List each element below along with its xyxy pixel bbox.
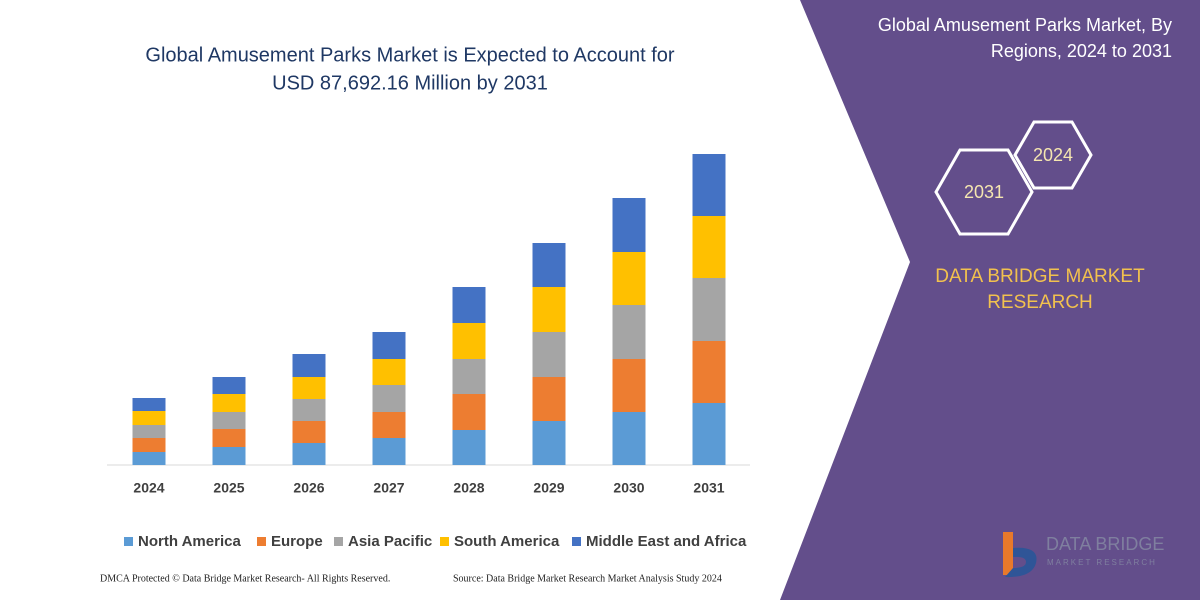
bar-segment (212, 447, 246, 465)
bar-segment (372, 385, 406, 412)
bar-segment (532, 243, 566, 287)
side-panel (780, 0, 1200, 600)
hexagon-label: 2024 (1033, 145, 1073, 165)
bar-segment (612, 252, 646, 305)
bar-segment (292, 421, 326, 443)
bar-segment (132, 438, 166, 452)
bar-segment (372, 332, 406, 359)
bar-segment (452, 430, 486, 465)
bar-segment (212, 377, 246, 394)
bar-segment (532, 287, 566, 332)
logo: DATA BRIDGE MARKET RESEARCH (1003, 532, 1164, 578)
bar-segment (292, 443, 326, 465)
legend-swatch (257, 537, 266, 546)
chart-title: USD 87,692.16 Million by 2031 (272, 72, 548, 94)
logo-icon (1005, 547, 1037, 578)
brand-text: RESEARCH (987, 292, 1093, 313)
bar-segment (692, 341, 726, 403)
logo-tagline: MARKET RESEARCH (1047, 558, 1157, 567)
brand-text: DATA BRIDGE MARKET (935, 266, 1145, 287)
legend-swatch (124, 537, 133, 546)
legend-label: Europe (271, 533, 323, 550)
x-tick-label: 2025 (213, 480, 244, 496)
panel-title: Global Amusement Parks Market, By (878, 15, 1172, 35)
bar-segment (692, 278, 726, 341)
legend-label: South America (454, 533, 560, 550)
x-tick-label: 2028 (453, 480, 484, 496)
bar-segment (452, 323, 486, 359)
x-tick-label: 2030 (613, 480, 644, 496)
bar-segment (452, 359, 486, 394)
logo-name: DATA BRIDGE (1046, 534, 1164, 554)
bar-segment (532, 377, 566, 421)
legend-label: North America (138, 533, 241, 550)
bar-segment (612, 359, 646, 412)
footer-note: DMCA Protected © Data Bridge Market Rese… (100, 573, 390, 584)
panel-title: Regions, 2024 to 2031 (991, 41, 1172, 61)
legend-swatch (572, 537, 581, 546)
bar-segment (692, 216, 726, 278)
bar-segment (452, 394, 486, 430)
bar-segment (132, 452, 166, 465)
bar-segment (692, 403, 726, 465)
bar-segment (212, 429, 246, 447)
bar-segment (612, 305, 646, 359)
legend-swatch (440, 537, 449, 546)
hexagon (934, 148, 1034, 236)
bar-segment (132, 425, 166, 438)
bar-segment (452, 287, 486, 323)
logo-icon (1003, 532, 1013, 575)
x-tick-label: 2031 (693, 480, 724, 496)
bar-segment (132, 411, 166, 425)
legend-swatch (334, 537, 343, 546)
bar-segment (532, 421, 566, 465)
bar-segment (292, 399, 326, 421)
x-tick-label: 2026 (293, 480, 324, 496)
x-tick-label: 2029 (533, 480, 564, 496)
bar-segment (372, 438, 406, 465)
chart-title: Global Amusement Parks Market is Expecte… (145, 44, 674, 66)
bar-segment (212, 394, 246, 412)
bar-segment (612, 412, 646, 465)
bar-segment (372, 412, 406, 438)
x-tick-label: 2027 (373, 480, 404, 496)
bar-segment (372, 359, 406, 385)
bar-segment (132, 398, 166, 411)
hexagon (1013, 120, 1093, 190)
bar-segment (532, 332, 566, 377)
x-tick-label: 2024 (133, 480, 164, 496)
legend-label: Middle East and Africa (586, 533, 747, 550)
bar-segment (692, 154, 726, 216)
hexagon-label: 2031 (964, 182, 1004, 202)
bar-segment (612, 198, 646, 252)
legend-label: Asia Pacific (348, 533, 432, 550)
bar-segment (292, 354, 326, 377)
footer-source: Source: Data Bridge Market Research Mark… (453, 573, 722, 584)
bar-segment (292, 377, 326, 399)
bar-segment (212, 412, 246, 429)
